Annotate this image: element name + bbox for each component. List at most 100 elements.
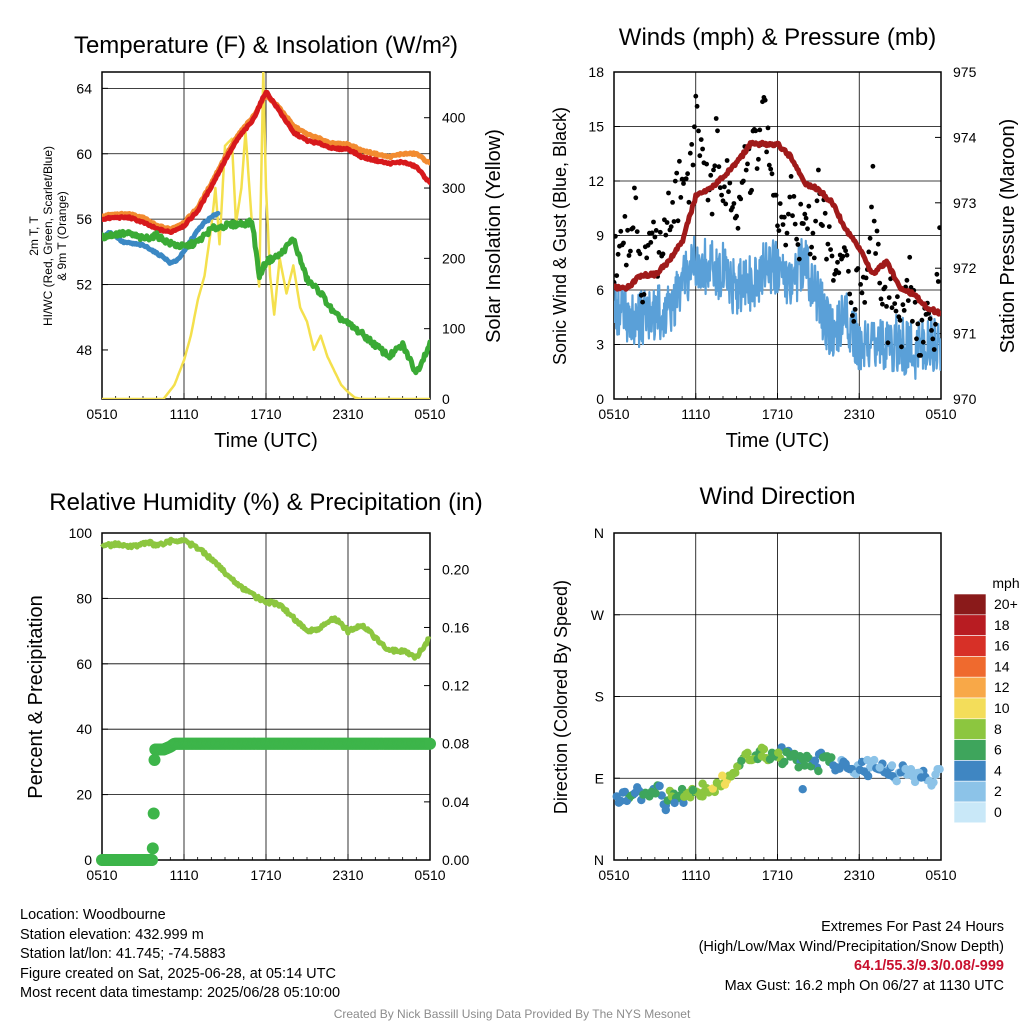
gust-point bbox=[889, 305, 895, 311]
wind-direction-point bbox=[757, 752, 766, 761]
series-line-sonic-wind bbox=[614, 235, 941, 380]
gust-point bbox=[794, 236, 799, 242]
gust-point bbox=[820, 223, 825, 229]
extremes-values: 64.1/55.3/9.3/0.08/-999 bbox=[854, 958, 1004, 975]
gust-point bbox=[792, 221, 798, 227]
y-right-tick-label: 400 bbox=[442, 110, 466, 126]
y-axis-label: Percent & Precipitation bbox=[25, 595, 47, 798]
gust-point bbox=[700, 146, 705, 152]
gust-point bbox=[863, 275, 869, 281]
gust-point bbox=[784, 230, 790, 236]
gust-point bbox=[871, 218, 877, 224]
gust-point bbox=[766, 162, 772, 168]
gust-point bbox=[621, 240, 626, 246]
wind-direction-point bbox=[827, 753, 836, 762]
gust-point bbox=[768, 166, 774, 172]
series-line-relative-humidity bbox=[100, 536, 432, 661]
gust-point bbox=[671, 219, 677, 224]
series-line-station-pressure bbox=[614, 139, 941, 317]
gust-point bbox=[918, 353, 923, 358]
gust-point bbox=[724, 158, 730, 163]
wind-direction-point bbox=[863, 771, 873, 781]
gust-point bbox=[933, 321, 938, 327]
legend-swatch bbox=[953, 697, 987, 720]
gust-point bbox=[877, 280, 883, 286]
gust-point bbox=[843, 248, 848, 254]
y-tick-label: 0 bbox=[84, 852, 92, 868]
legend-label: 12 bbox=[994, 679, 1010, 695]
gust-point bbox=[640, 299, 645, 305]
legend-swatch bbox=[953, 739, 987, 761]
legend-swatch bbox=[953, 614, 987, 636]
gust-point bbox=[855, 266, 861, 271]
gust-point bbox=[614, 233, 618, 239]
gust-point bbox=[649, 230, 655, 236]
legend-swatch bbox=[953, 676, 987, 699]
temperature-panel: Temperature (F) & Insolation (W/m²) 0510 1… bbox=[27, 32, 505, 452]
gust-point bbox=[905, 298, 911, 303]
series-line-2m-t bbox=[102, 89, 430, 235]
gust-point bbox=[798, 201, 804, 207]
gust-point bbox=[862, 300, 868, 305]
gust-point bbox=[720, 198, 726, 204]
gust-point bbox=[722, 184, 727, 190]
temperature-series bbox=[102, 72, 430, 399]
wind-direction-point bbox=[655, 781, 664, 791]
gust-point bbox=[708, 172, 714, 178]
wind-direction-point bbox=[887, 761, 897, 770]
legend-label: 18 bbox=[994, 617, 1010, 633]
wind-direction-point bbox=[651, 789, 660, 798]
gust-point bbox=[615, 251, 621, 257]
y-tick-label: 12 bbox=[588, 173, 604, 189]
wind-direction-point bbox=[929, 778, 938, 787]
gust-point bbox=[648, 240, 654, 245]
gust-point bbox=[826, 224, 832, 230]
gust-point bbox=[764, 149, 769, 155]
y-right-tick-label: 0.08 bbox=[442, 736, 469, 752]
precip-point bbox=[146, 842, 159, 855]
gust-point bbox=[813, 218, 818, 224]
gust-point bbox=[738, 196, 744, 202]
y-right-tick-label: 0.16 bbox=[442, 619, 469, 635]
gust-point bbox=[900, 302, 906, 308]
y-right-tick-label: 971 bbox=[953, 326, 977, 342]
legend-swatch bbox=[953, 656, 987, 678]
gust-point bbox=[927, 316, 933, 322]
x-tick-label: 0510 bbox=[414, 867, 445, 883]
gust-point bbox=[660, 251, 666, 257]
y-right-tick-label: 974 bbox=[953, 129, 977, 145]
y-tick-label: 60 bbox=[76, 656, 92, 672]
wind-direction-point bbox=[795, 752, 805, 761]
humidity-panel: Relative Humidity (%) & Precipitation (i… bbox=[25, 489, 483, 883]
y-right-tick-label: 100 bbox=[442, 321, 466, 337]
gust-point bbox=[787, 194, 793, 200]
gust-point bbox=[745, 161, 750, 167]
gust-point bbox=[869, 204, 874, 210]
legend-label: 4 bbox=[994, 762, 1002, 778]
y-tick-label: 60 bbox=[76, 146, 92, 162]
gust-point bbox=[892, 301, 898, 306]
precip-point bbox=[147, 807, 160, 820]
gust-point bbox=[709, 211, 715, 217]
gust-point bbox=[873, 251, 878, 256]
wind-direction-point bbox=[798, 785, 807, 794]
gust-point bbox=[674, 170, 680, 176]
x-tick-label: 0510 bbox=[925, 406, 956, 422]
y-tick-label: 40 bbox=[76, 721, 92, 737]
wind-direction-point bbox=[774, 748, 783, 757]
gust-point bbox=[825, 241, 831, 247]
wind-direction-point bbox=[718, 771, 727, 780]
legend-label: 14 bbox=[994, 658, 1010, 674]
gust-point bbox=[715, 128, 720, 134]
y-tick-label: 100 bbox=[69, 525, 93, 541]
legend-swatch bbox=[953, 718, 987, 740]
y-right-tick-label: 0 bbox=[442, 391, 450, 407]
gust-point bbox=[829, 253, 835, 259]
wind-direction-point bbox=[901, 764, 910, 774]
wind-direction-point bbox=[933, 765, 942, 774]
gust-point bbox=[897, 317, 903, 323]
x-tick-label: 2310 bbox=[844, 406, 875, 422]
gust-point bbox=[828, 247, 833, 253]
y-axis-label-line2: HI/WC (Red, Green, Scarlet/Blue) bbox=[41, 146, 55, 326]
y-tick-label: N bbox=[594, 525, 604, 541]
